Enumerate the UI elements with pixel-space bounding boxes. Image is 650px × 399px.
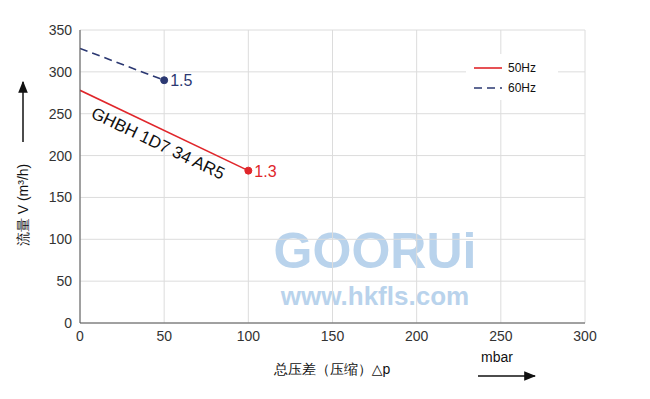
svg-text:1.5: 1.5 <box>170 72 192 89</box>
svg-text:GOORUi: GOORUi <box>274 223 477 279</box>
svg-text:流量 V (m³/h): 流量 V (m³/h) <box>15 164 31 246</box>
svg-text:mbar: mbar <box>481 349 513 365</box>
svg-text:200: 200 <box>405 328 429 344</box>
svg-text:60Hz: 60Hz <box>508 81 536 95</box>
svg-text:150: 150 <box>49 189 73 205</box>
svg-text:350: 350 <box>49 22 73 38</box>
svg-text:1.3: 1.3 <box>254 163 276 180</box>
svg-text:300: 300 <box>49 64 73 80</box>
svg-text:150: 150 <box>321 328 345 344</box>
svg-text:50Hz: 50Hz <box>508 61 536 75</box>
svg-text:www.hkfls.com: www.hkfls.com <box>280 281 469 311</box>
svg-text:200: 200 <box>49 148 73 164</box>
svg-text:50: 50 <box>156 328 172 344</box>
svg-text:300: 300 <box>573 328 597 344</box>
svg-text:0: 0 <box>64 315 72 331</box>
svg-text:0: 0 <box>76 328 84 344</box>
svg-text:100: 100 <box>237 328 261 344</box>
svg-text:250: 250 <box>489 328 513 344</box>
svg-text:250: 250 <box>49 106 73 122</box>
svg-text:GHBH 1D7 34 AR5: GHBH 1D7 34 AR5 <box>88 104 228 184</box>
svg-text:100: 100 <box>49 231 73 247</box>
svg-text:50: 50 <box>56 273 72 289</box>
svg-text:总压差（压缩）△p: 总压差（压缩）△p <box>273 361 391 377</box>
